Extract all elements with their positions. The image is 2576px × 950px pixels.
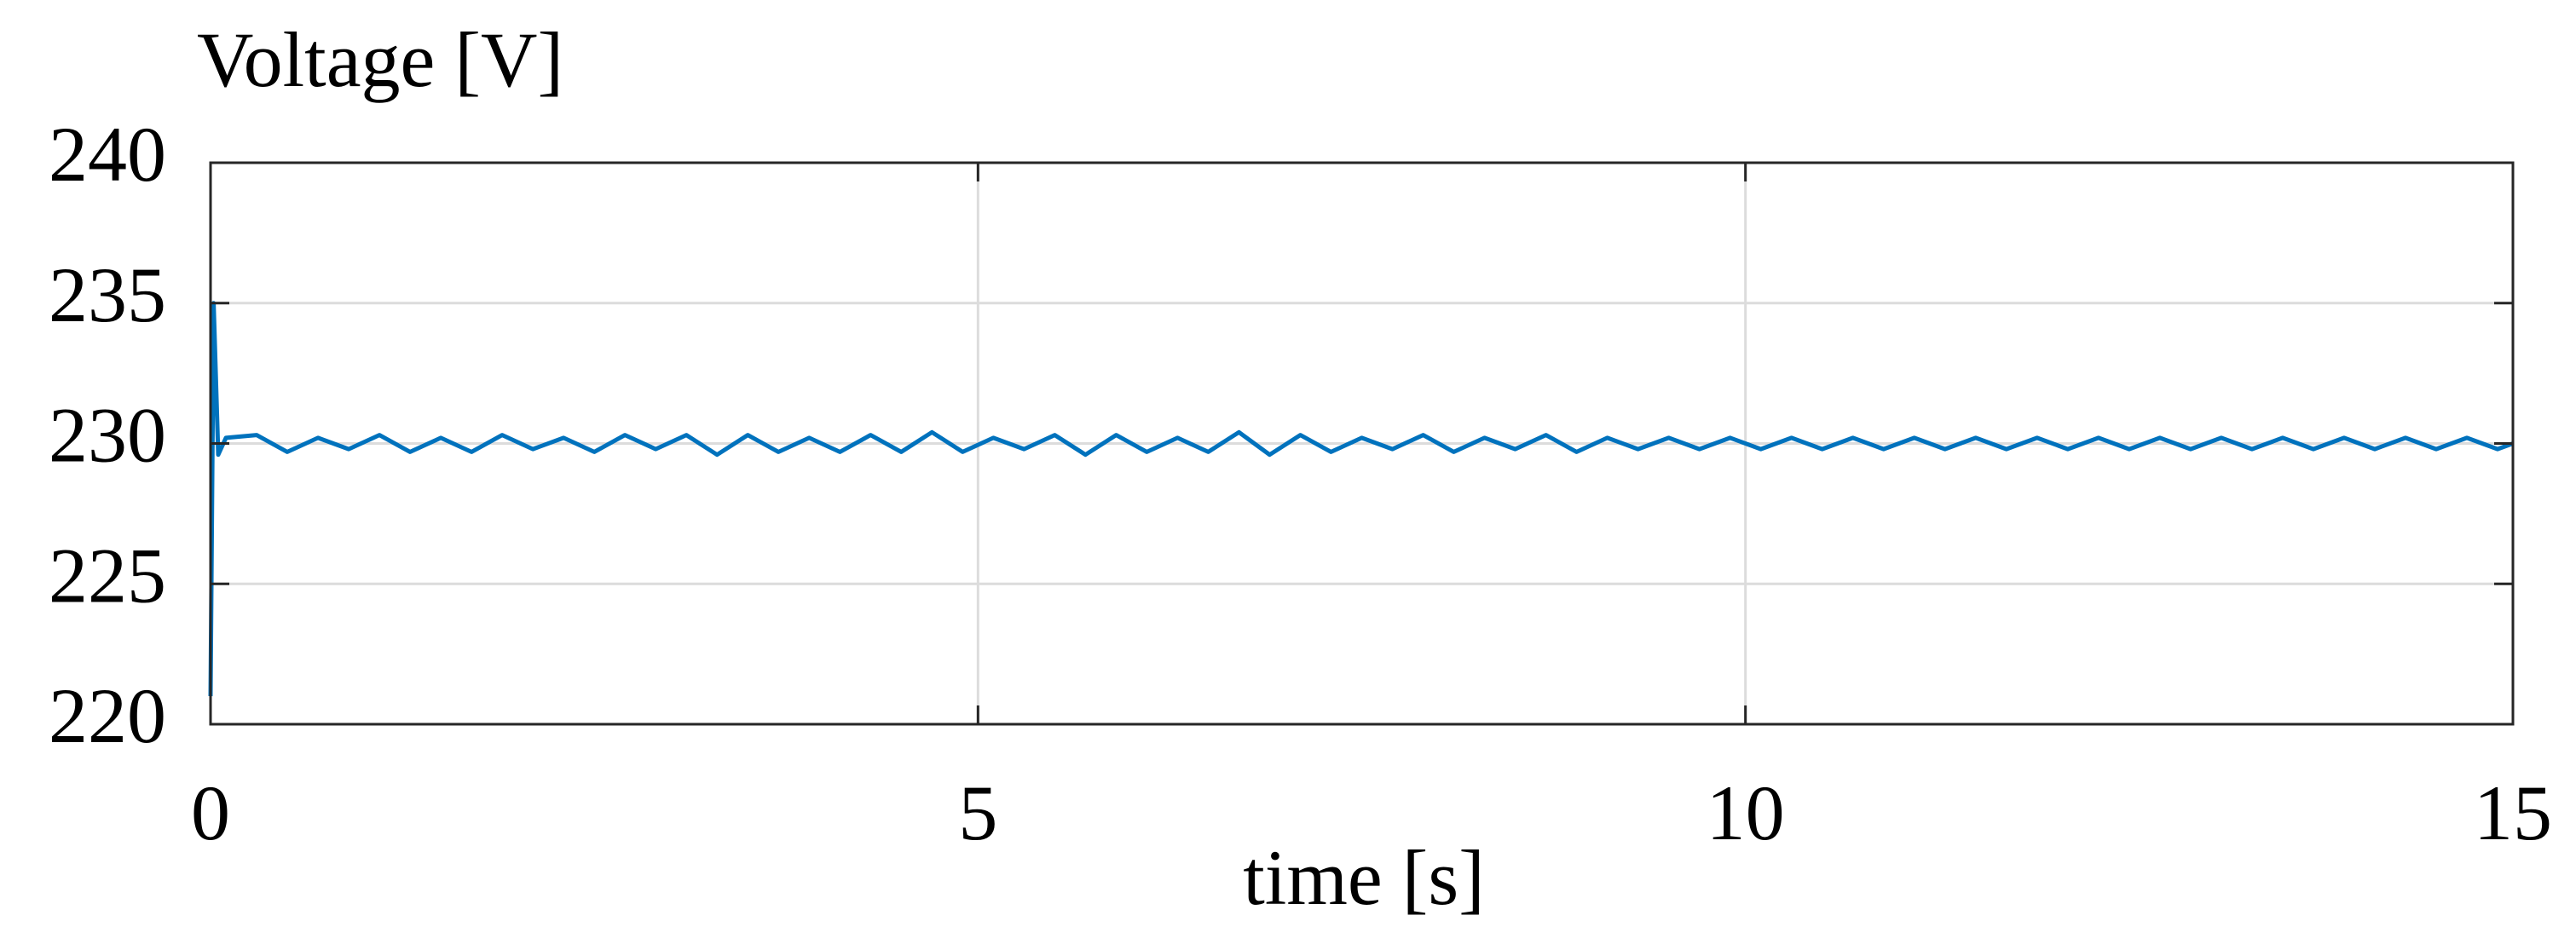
data-line — [208, 301, 2514, 697]
x-axis-label: time [s] — [1243, 834, 1485, 921]
y-tick-label: 235 — [49, 251, 166, 338]
x-tick-label: 15 — [2474, 769, 2552, 856]
y-tick-label: 220 — [49, 672, 166, 759]
y-tick-label: 230 — [49, 392, 166, 479]
x-tick-label: 5 — [958, 769, 997, 856]
y-tick-label: 225 — [49, 532, 166, 619]
y-tick-label: 240 — [49, 111, 166, 198]
x-tick-label: 0 — [191, 769, 230, 856]
y-axis-label: Voltage [V] — [197, 16, 563, 103]
x-tick-label: 10 — [1707, 769, 1785, 856]
